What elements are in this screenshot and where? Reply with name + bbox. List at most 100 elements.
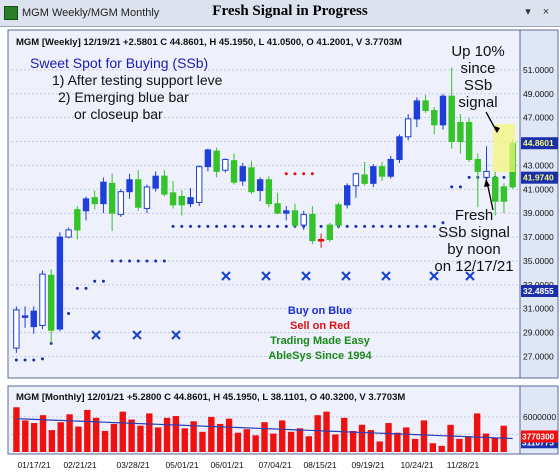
price-tag: 32.4855 [521, 284, 558, 297]
weekly-bar [91, 190, 98, 210]
weekly-bar [413, 97, 421, 128]
volume-tick-label: 6000000 [523, 412, 556, 422]
weekly-bar [100, 177, 107, 214]
volume-bars [13, 407, 507, 452]
volume-bar [261, 422, 268, 452]
callout-fresh-arrowhead [484, 179, 490, 187]
volume-bar [39, 415, 47, 452]
support-dot [467, 175, 471, 179]
weekly-bar [195, 165, 203, 207]
support-dot [136, 259, 140, 263]
callout-fresh-line-4: on 12/17/21 [434, 258, 513, 275]
volume-tags: 31107753770300 [521, 430, 558, 449]
x-tick-label: 07/04/21 [258, 460, 291, 470]
price-tags: 44.8601 41.9740 32.4855 [521, 137, 558, 297]
support-dot [389, 224, 393, 228]
support-dot [180, 224, 184, 228]
volume-bar [367, 430, 375, 452]
annotation-line-3: 2) Emerging blue bar [58, 89, 189, 105]
volume-bar [314, 415, 321, 452]
callout-fresh-line-1: Fresh [455, 207, 493, 224]
x-marker [171, 330, 181, 340]
volume-bar [57, 422, 64, 452]
callout-up: Up 10% since SSb signal [451, 43, 505, 133]
weekly-bar [248, 160, 255, 195]
weekly-bar [492, 171, 499, 216]
weekly-bar [204, 148, 212, 172]
weekly-bar [291, 203, 299, 228]
chart-tab[interactable]: MGM Weekly/MGM Monthly [4, 4, 159, 22]
weekly-bar [500, 183, 508, 214]
support-dot [215, 224, 219, 228]
support-dot [502, 175, 506, 179]
signal-highlight [493, 124, 515, 172]
weekly-bar [378, 161, 386, 181]
support-dot [119, 259, 123, 263]
x-tick-label: 10/24/21 [400, 460, 433, 470]
support-dot [371, 224, 375, 228]
annotation-line-4: or closeup bar [74, 106, 163, 122]
volume-bar [66, 414, 73, 452]
volume-bar [447, 424, 454, 452]
callout-up-line-1: Up 10% [451, 43, 504, 60]
volume-bar [119, 411, 126, 452]
weekly-bar [387, 155, 394, 179]
weekly-bar [474, 153, 482, 208]
legend: Buy on Blue Sell on Red Trading Made Eas… [268, 305, 372, 362]
weekly-bar [326, 222, 334, 242]
volume-bar [332, 434, 339, 452]
price-tag-label: 32.4855 [523, 286, 554, 296]
x-marker [429, 271, 439, 281]
weekly-bar [274, 192, 281, 215]
volume-bar [500, 425, 507, 452]
menu-arrow-icon[interactable]: ▾ [525, 6, 531, 18]
volume-bar [429, 443, 437, 452]
support-dot [354, 224, 358, 228]
weekly-bar [239, 163, 246, 186]
weekly-bar [161, 170, 168, 197]
support-dot [319, 224, 323, 228]
x-tick-label: 01/17/21 [17, 460, 50, 470]
weekly-bar [465, 117, 473, 162]
volume-bar [465, 436, 472, 452]
legend-sell: Sell on Red [290, 320, 350, 332]
support-dot [363, 224, 367, 228]
y-tick-label: 47.0000 [523, 113, 554, 123]
volume-bar [305, 436, 312, 452]
weekly-bar [431, 106, 438, 135]
chart-tab-label: MGM Weekly/MGM Monthly [22, 7, 160, 19]
support-dot [75, 286, 79, 290]
volume-bar [420, 420, 428, 452]
callout-fresh: Fresh SSb signal by noon on 12/17/21 [434, 179, 514, 275]
volume-bar [482, 433, 490, 452]
volume-bar [385, 423, 392, 452]
weekly-bar [82, 196, 90, 221]
volume-bar [208, 416, 215, 452]
weekly-bar [439, 93, 447, 130]
support-dot [441, 221, 445, 225]
weekly-bar [309, 206, 316, 245]
close-icon[interactable]: × [542, 6, 550, 18]
y-tick-label: 27.0000 [523, 351, 554, 361]
support-dot [93, 279, 97, 283]
volume-bar [13, 407, 20, 452]
resistance-dots [284, 172, 314, 176]
weekly-bar [404, 114, 412, 141]
support-dot [67, 311, 71, 315]
legend-trading-made-easy: Trading Made Easy [270, 335, 371, 347]
support-dot [232, 224, 236, 228]
volume-bar [30, 423, 38, 452]
volume-bar [146, 413, 153, 452]
annotation-line-2: 1) After testing support leve [52, 72, 223, 88]
weekly-grid [8, 69, 520, 357]
weekly-bar [21, 306, 29, 328]
support-dot [345, 224, 349, 228]
x-marker [301, 271, 311, 281]
weekly-bar [222, 158, 229, 173]
volume-bar [296, 428, 304, 452]
weekly-bar [152, 171, 159, 192]
volume-bar [341, 417, 348, 452]
weekly-bar [187, 188, 194, 208]
callout-up-line-3: SSb [464, 77, 492, 94]
